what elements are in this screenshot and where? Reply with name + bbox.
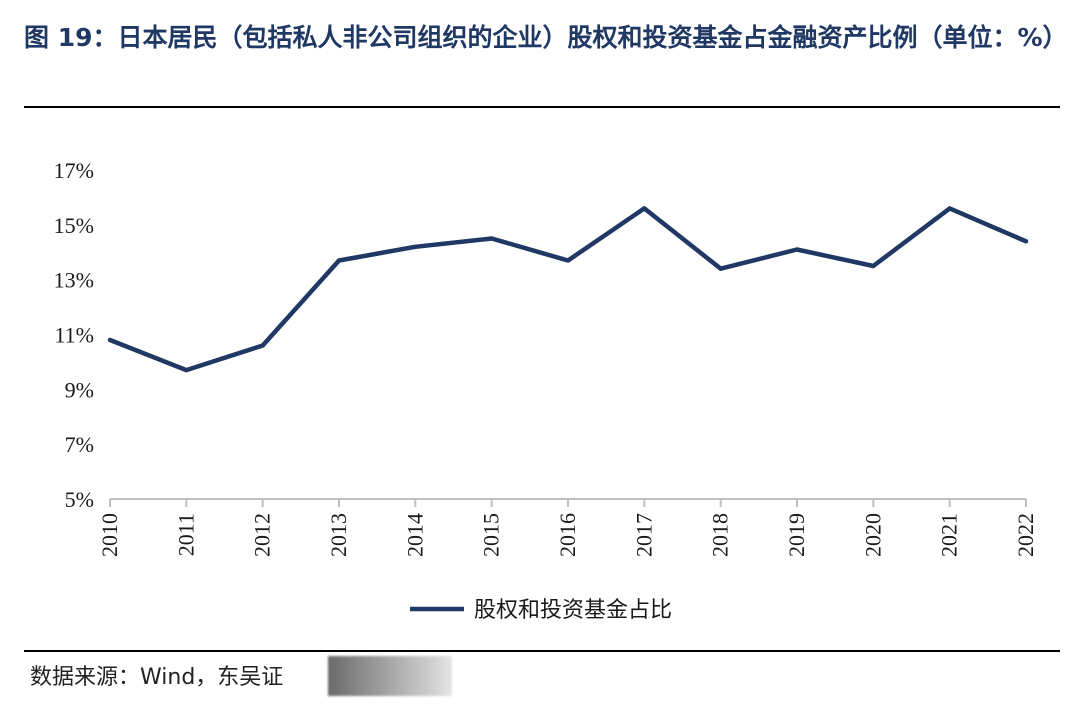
legend-label: 股权和投资基金占比 <box>474 597 672 622</box>
data-point <box>413 244 418 249</box>
data-point <box>1024 239 1028 244</box>
data-point <box>871 263 876 268</box>
chart-title: 图 19：日本居民（包括私人非公司组织的企业）股权和投资基金占金融资产比例（单位… <box>24 23 1068 52</box>
data-point <box>642 206 647 211</box>
x-tick-label: 2022 <box>1013 513 1038 557</box>
y-axis: 5% 7% 9% 11% 13% 15% 17% <box>54 158 94 512</box>
data-point <box>795 247 799 252</box>
source-note: 数据来源：Wind，东吴证 <box>30 665 284 690</box>
data-point <box>566 258 570 263</box>
x-tick-label: 2018 <box>708 513 733 557</box>
y-tick-label: 9% <box>65 377 94 402</box>
y-tick-label: 17% <box>54 158 94 183</box>
y-tick-label: 7% <box>65 432 94 457</box>
line-chart: 5%7%9%11%13%15%17% 2010 2011 2012 2013 2014 2… <box>54 158 1038 622</box>
data-point <box>108 337 112 342</box>
x-axis: 2010 2011 2012 2013 2014 2015 2016 2017 2018 2019… <box>97 498 1038 557</box>
x-tick-label: 2011 <box>173 513 198 556</box>
x-tick-label: 2014 <box>402 513 427 557</box>
data-point <box>337 258 341 263</box>
x-tick-label: 2012 <box>250 513 275 557</box>
series-group <box>107 206 1029 373</box>
data-point <box>947 206 952 211</box>
title-divider <box>24 106 1060 108</box>
y-tick-label: 15% <box>54 213 94 238</box>
x-tick-label: 2015 <box>479 513 504 557</box>
data-point <box>489 236 494 241</box>
x-tick-label: 2019 <box>784 513 809 557</box>
y-tick-label: 5% <box>65 487 94 512</box>
x-tick-label: 2013 <box>326 513 351 557</box>
data-point <box>260 343 265 348</box>
legend: 股权和投资基金占比 <box>410 597 672 622</box>
redaction-smudge <box>328 656 452 696</box>
series-line <box>107 206 1029 373</box>
x-tick-label: 2017 <box>631 513 656 557</box>
y-tick-label: 13% <box>54 268 94 293</box>
x-tick-label: 2020 <box>860 513 885 557</box>
x-tick-label: 2016 <box>555 513 580 557</box>
footer-divider <box>24 650 1060 652</box>
data-point <box>718 266 723 271</box>
y-tick-label: 11% <box>54 323 94 348</box>
x-tick-label: 2010 <box>97 513 122 557</box>
x-tick-label: 2021 <box>937 513 962 557</box>
data-point <box>184 368 189 373</box>
